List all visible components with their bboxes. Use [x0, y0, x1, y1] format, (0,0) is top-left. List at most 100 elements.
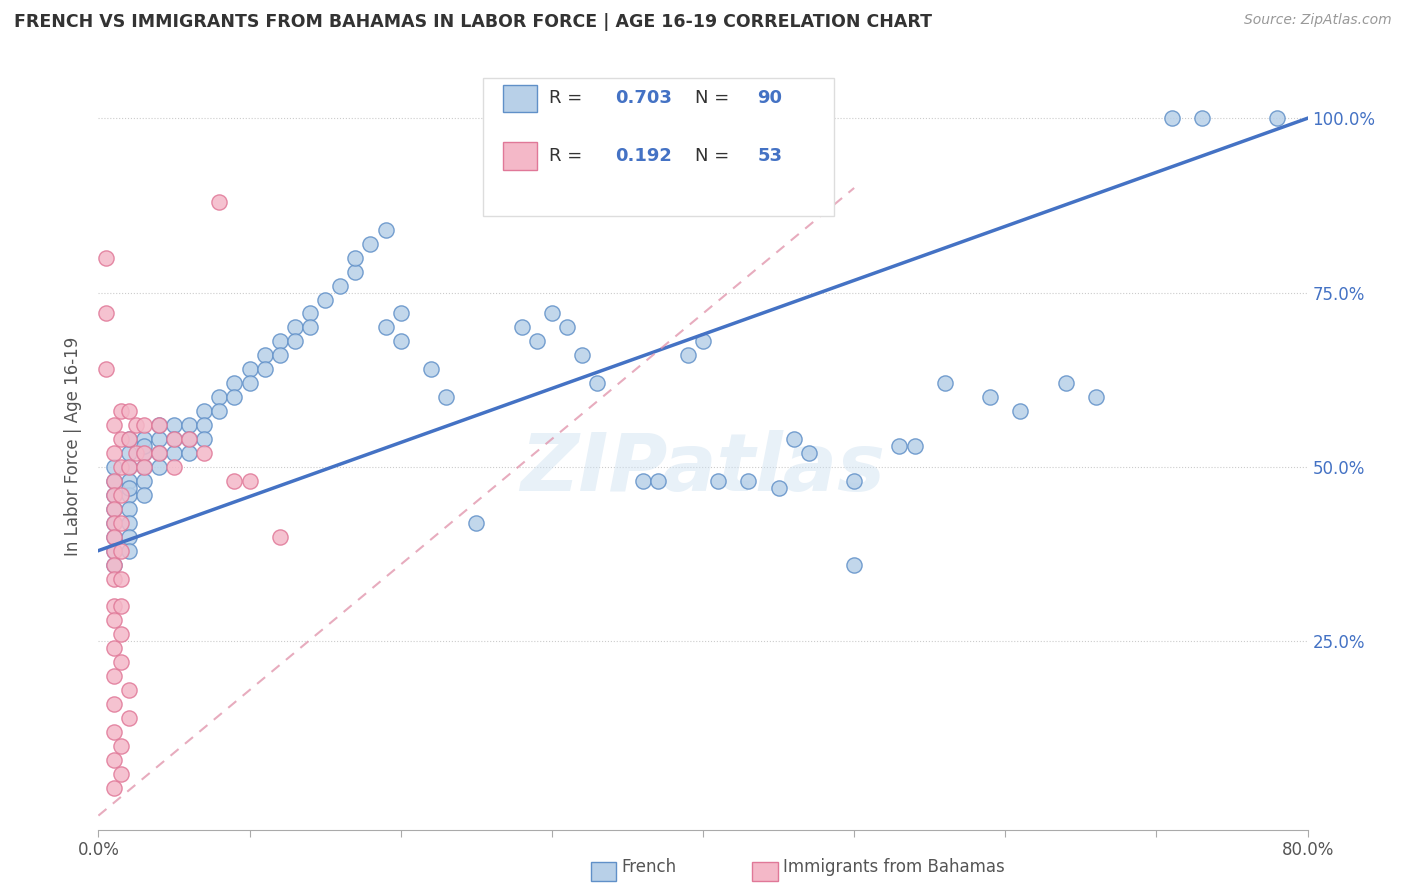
Point [132, 446, 155, 460]
Text: 53: 53 [758, 147, 782, 165]
Point [110, 404, 132, 418]
Point [110, 543, 132, 558]
Point [692, 334, 714, 349]
Point [103, 697, 125, 711]
Text: 0.192: 0.192 [614, 147, 672, 165]
Point [118, 474, 141, 488]
Point [103, 446, 125, 460]
Point [118, 711, 141, 725]
Point [707, 474, 730, 488]
Point [193, 432, 215, 446]
Point [208, 390, 231, 404]
Point [904, 439, 927, 453]
Text: ZIPatlas: ZIPatlas [520, 430, 886, 508]
Point [193, 404, 215, 418]
Point [163, 459, 186, 474]
FancyBboxPatch shape [503, 142, 537, 169]
Point [163, 432, 186, 446]
Point [118, 683, 141, 698]
Text: N =: N = [695, 147, 734, 165]
Point [586, 376, 609, 391]
Point [132, 446, 155, 460]
Point [118, 404, 141, 418]
Point [239, 474, 262, 488]
Point [132, 459, 155, 474]
Point [571, 348, 593, 362]
Point [329, 278, 352, 293]
Point [934, 376, 956, 391]
Point [163, 446, 186, 460]
Point [132, 432, 155, 446]
Point [647, 474, 669, 488]
Point [344, 251, 367, 265]
Point [103, 418, 125, 433]
Point [253, 348, 276, 362]
Text: Immigrants from Bahamas: Immigrants from Bahamas [783, 858, 1005, 876]
Text: Source: ZipAtlas.com: Source: ZipAtlas.com [1244, 13, 1392, 28]
Point [103, 599, 125, 614]
Point [110, 432, 132, 446]
Point [434, 390, 457, 404]
Point [103, 488, 125, 502]
Point [103, 641, 125, 656]
Point [676, 348, 699, 362]
Point [103, 474, 125, 488]
Point [1054, 376, 1077, 391]
Point [103, 669, 125, 683]
Point [239, 362, 262, 376]
Point [224, 390, 246, 404]
Point [118, 459, 141, 474]
Point [132, 418, 155, 433]
Point [555, 320, 578, 334]
Point [103, 613, 125, 627]
Point [1191, 112, 1213, 126]
Point [179, 432, 201, 446]
Point [813, 194, 835, 209]
Point [193, 446, 215, 460]
Point [118, 446, 141, 460]
Point [314, 293, 336, 307]
Point [103, 501, 125, 516]
Point [110, 516, 132, 530]
Point [179, 418, 201, 433]
Point [284, 320, 307, 334]
Point [103, 572, 125, 586]
Point [118, 501, 141, 516]
Point [94, 251, 117, 265]
Point [360, 236, 382, 251]
Point [224, 474, 246, 488]
Point [1010, 404, 1032, 418]
Point [125, 446, 148, 460]
Point [979, 390, 1001, 404]
Point [844, 474, 866, 488]
Point [224, 376, 246, 391]
Point [148, 418, 170, 433]
Point [118, 432, 141, 446]
Point [540, 306, 562, 320]
Point [118, 459, 141, 474]
Point [103, 558, 125, 572]
Point [132, 474, 155, 488]
Point [94, 306, 117, 320]
Point [163, 432, 186, 446]
Point [118, 432, 141, 446]
Point [768, 481, 790, 495]
Point [110, 655, 132, 669]
Point [118, 530, 141, 544]
Text: R =: R = [550, 89, 589, 108]
Point [844, 558, 866, 572]
Point [132, 439, 155, 453]
Point [389, 334, 412, 349]
Point [148, 418, 170, 433]
Point [148, 446, 170, 460]
Point [103, 543, 125, 558]
Point [110, 572, 132, 586]
Point [374, 320, 396, 334]
Point [269, 530, 291, 544]
Point [110, 599, 132, 614]
Point [103, 530, 125, 544]
Point [148, 432, 170, 446]
Point [110, 459, 132, 474]
Point [420, 362, 443, 376]
FancyBboxPatch shape [503, 85, 537, 112]
